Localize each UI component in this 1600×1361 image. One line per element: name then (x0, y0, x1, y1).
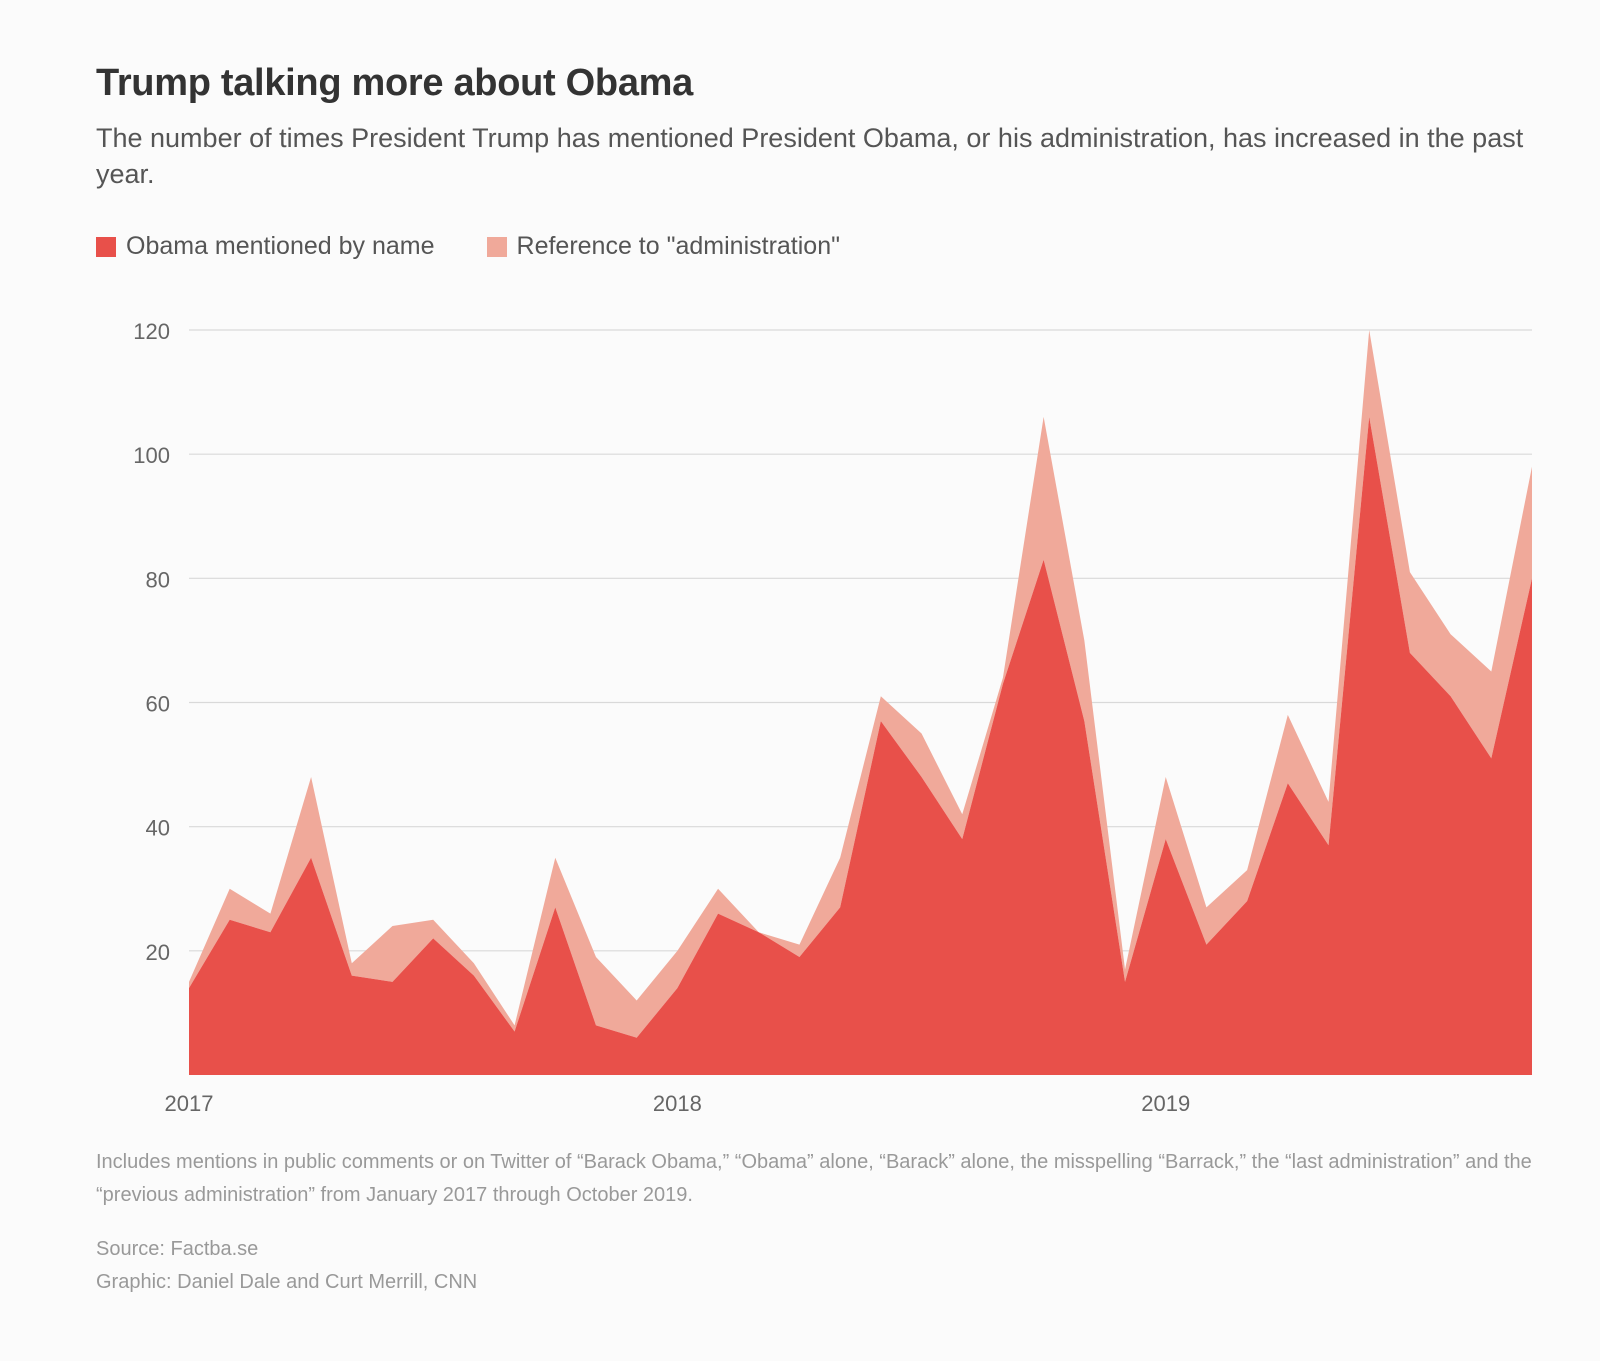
area-chart: 20 40 60 80 100 120 2017 2018 2019 (133, 319, 1532, 1116)
y-tick-label-60: 60 (146, 692, 170, 717)
y-tick-label-40: 40 (146, 816, 170, 841)
footnote: Includes mentions in public comments or … (96, 1151, 1532, 1206)
y-tick-label-100: 100 (133, 443, 170, 468)
y-tick-label-80: 80 (146, 567, 170, 592)
legend-swatch-name (96, 236, 116, 257)
legend-label-administration: Reference to "administration" (516, 232, 840, 260)
legend-item-administration: Reference to "administration" (486, 232, 840, 261)
y-tick-label-20: 20 (146, 940, 170, 965)
legend-label-name: Obama mentioned by name (126, 232, 435, 260)
series-area-name (189, 416, 1532, 1076)
legend-swatch-administration (486, 236, 507, 257)
legend: Obama mentioned by name Reference to "ad… (96, 232, 892, 261)
chart-subtitle: The number of times President Trump has … (96, 123, 1524, 189)
x-tick-label-2017: 2017 (165, 1091, 214, 1116)
source-text: Source: Factba.se (96, 1238, 259, 1260)
y-tick-label-120: 120 (133, 319, 170, 344)
x-tick-label-2019: 2019 (1141, 1091, 1190, 1116)
credit-text: Graphic: Daniel Dale and Curt Merrill, C… (96, 1271, 478, 1293)
legend-item-name: Obama mentioned by name (96, 232, 435, 261)
chart-title: Trump talking more about Obama (96, 62, 693, 104)
x-tick-label-2018: 2018 (653, 1091, 702, 1116)
